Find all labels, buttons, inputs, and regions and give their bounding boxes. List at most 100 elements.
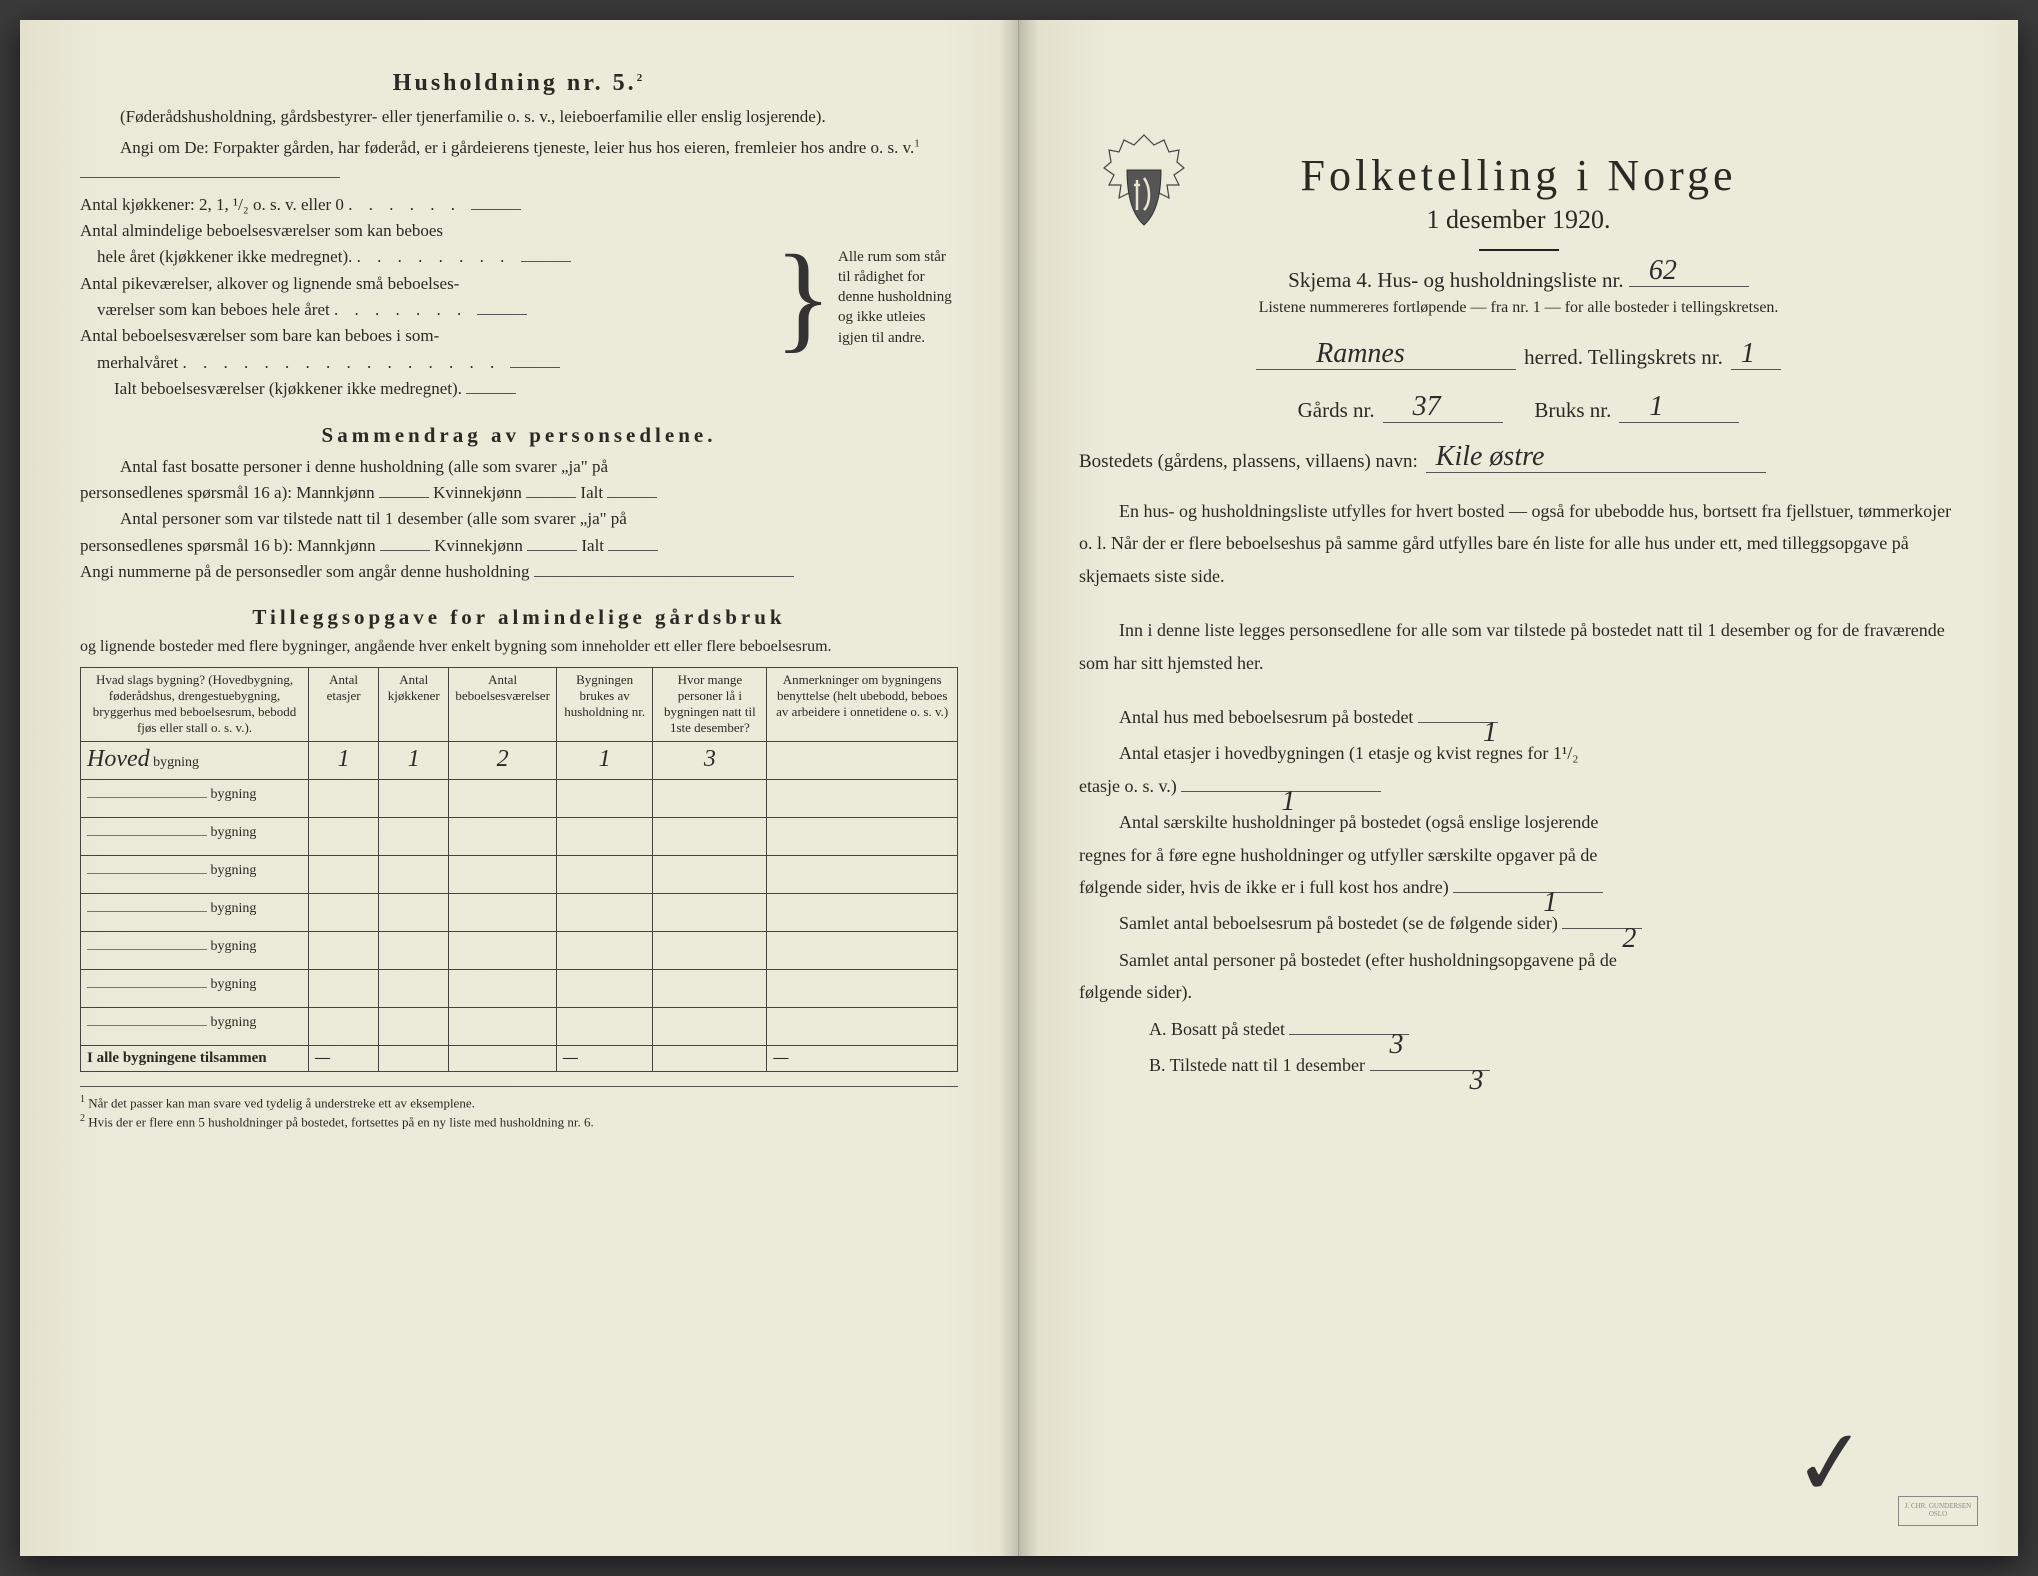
c [309,817,379,855]
qB-row: B. Tilstede natt til 1 desember 3 [1079,1049,1958,1081]
krets-blank: 1 [1731,348,1781,370]
liste-nr-blank: 62 [1629,265,1749,287]
list-note: Listene nummereres fortløpende — fra nr.… [1079,299,1958,317]
row-1-c4: 1 [556,741,652,779]
row-2-fill [87,784,207,798]
summary-ialt2: Ialt [581,536,604,555]
blank-i1 [607,480,657,498]
q3-row: Antal særskilte husholdninger på bostede… [1079,806,1958,903]
row-8-bygning: bygning [211,1015,257,1030]
coat-of-arms-icon [1099,130,1189,250]
c [653,1007,767,1045]
summary-2b-row: personsedlenes spørsmål 16 b): Mannkjønn… [80,533,958,559]
summary-3-text: Angi nummerne på de personsedler som ang… [80,562,529,581]
summary-1a: Antal fast bosatte personer i denne hush… [120,457,608,476]
blank-nums [534,559,794,577]
herred-value: Ramnes [1316,338,1405,370]
row-5-fill [87,898,207,912]
c [556,1007,652,1045]
row-6-fill [87,936,207,950]
main-title: Folketelling i Norge [1079,150,1958,201]
skjema-line: Skjema 4. Hus- og husholdningsliste nr. … [1079,265,1958,293]
qA-value: 3 [1319,1020,1403,1070]
blank-k2 [527,533,577,551]
summary-ialt1: Ialt [580,483,603,502]
rooms-total-text: Ialt beboelsesværelser (kjøkkener ikke m… [114,379,462,398]
c [767,855,958,893]
footnotes: 1 Når det passer kan man svare ved tydel… [80,1086,958,1132]
row-5-label: bygning [81,893,309,931]
row-1-label: Hoved bygning [81,741,309,779]
blank-total [466,376,516,394]
summary-kv1: Kvinnekjønn [433,483,522,502]
blank-k1 [526,480,576,498]
gards-value: 37 [1413,391,1441,423]
dots-b: . . . . . . . [334,300,478,319]
blank-m1 [379,480,429,498]
summary-1b: personsedlenes spørsmål 16 a): Mannkjønn [80,483,375,502]
row-1-c1: 1 [309,741,379,779]
c [767,779,958,817]
summary-2a: Antal personer som var tilstede natt til… [120,509,627,528]
row-7-fill [87,974,207,988]
c [309,931,379,969]
bosted-value: Kile østre [1436,441,1545,473]
c [379,1007,449,1045]
bosted-row: Bostedets (gårdens, plassens, villaens) … [1079,451,1958,473]
document-spread: Husholdning nr. 5.2 (Føderådshusholdning… [20,20,2018,1556]
blank-i2 [608,533,658,551]
intro2-sup: 1 [914,137,920,149]
tf-c [449,1045,557,1071]
gards-row: Gårds nr. 37 Bruks nr. 1 [1079,398,1958,423]
title-rule [1479,249,1559,251]
c [379,969,449,1007]
c [767,931,958,969]
rooms-b1: Antal pikeværelser, alkover og lignende … [80,274,459,293]
fn2: 2 Hvis der er flere enn 5 husholdninger … [80,1112,958,1132]
bosted-blank: Kile østre [1426,453,1766,473]
table-footer-row: I alle bygningene tilsammen — — — [81,1045,958,1071]
c [556,969,652,1007]
row-7-bygning: bygning [211,977,257,992]
kitchens-line: Antal kjøkkener: 2, 1, ¹/₂ o. s. v. elle… [80,192,768,218]
c [556,817,652,855]
row-1-v4: 3 [704,746,716,772]
c [556,931,652,969]
table-footer-label: I alle bygningene tilsammen [81,1045,309,1071]
table-row: bygning [81,931,958,969]
blank-kitchens [471,192,521,210]
heading-sup: 2 [637,72,646,84]
brace-icon: } [774,243,832,351]
q1-row: Antal hus med beboelsesrum på bostedet 1 [1079,701,1958,733]
row-1-c5: 3 [653,741,767,779]
q5-row: Samlet antal personer på bostedet (efter… [1079,944,1958,1009]
blank-m2 [380,533,430,551]
summary-2: Antal personer som var tilstede natt til… [80,506,958,532]
rooms-c1: Antal beboelsesværelser som bare kan beb… [80,326,439,345]
row-1-hand: Hoved [87,746,150,772]
tillegg-title: Tilleggsopgave for almindelige gårdsbruk [80,605,958,630]
heading-text: Husholdning nr. 5. [393,70,637,96]
th-1: Antal etasjer [309,667,379,741]
c [379,893,449,931]
row-7-label: bygning [81,969,309,1007]
row-4-fill [87,860,207,874]
c [653,855,767,893]
c [309,969,379,1007]
fn1: 1 Når det passer kan man svare ved tydel… [80,1093,958,1113]
row-2-label: bygning [81,779,309,817]
rooms-c2: merhalvåret [97,353,178,372]
c [767,817,958,855]
c [449,931,557,969]
c [379,931,449,969]
table-row: bygning [81,855,958,893]
th-5: Hvor mange personer lå i bygningen natt … [653,667,767,741]
row-1-c6 [767,741,958,779]
para1: En hus- og husholdningsliste utfylles fo… [1079,495,1958,592]
row-1-v1: 1 [408,746,420,772]
c [449,1007,557,1045]
brace-text: Alle rum som står til rådighet for denne… [838,247,958,348]
tf-dash: — [309,1045,379,1071]
q4-blank: 2 [1562,928,1642,929]
c [653,893,767,931]
